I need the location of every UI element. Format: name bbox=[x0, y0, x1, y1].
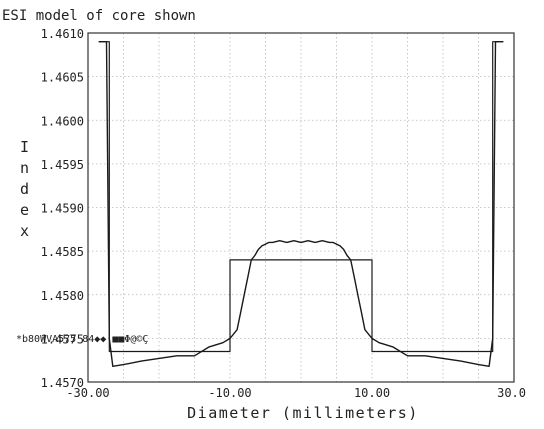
y-tick-labels: 1.4610 1.4605 1.4600 1.4595 1.4590 1.4585 1.45… bbox=[41, 27, 84, 390]
x-tick-label: -30.00 bbox=[66, 386, 109, 400]
grid bbox=[88, 33, 514, 382]
chart-title: ESI model of core shown bbox=[2, 8, 196, 24]
y-tick-label: 1.4595 bbox=[41, 158, 84, 172]
series-measured-profile bbox=[98, 41, 504, 367]
y-tick-label: 1.4580 bbox=[41, 289, 84, 303]
y-tick-label: 1.4600 bbox=[41, 114, 84, 128]
y-tick-label: 1.4570 bbox=[41, 376, 84, 390]
y-tick-label: 1.4610 bbox=[41, 27, 84, 41]
x-tick-labels: -30.00 -10.00 10.00 30.0 bbox=[66, 386, 526, 400]
y-tick-label: 1.4575 bbox=[41, 332, 84, 346]
plot-frame bbox=[87, 32, 515, 383]
chart-annotation: *b80WVA575 84◆◆ ■■Φ@©Ç bbox=[16, 334, 148, 345]
x-tick-label: 30.0 bbox=[497, 386, 526, 400]
x-tick-label: -10.00 bbox=[208, 386, 251, 400]
series-layer bbox=[98, 41, 504, 367]
x-axis-label: Diameter (millimeters) bbox=[187, 404, 419, 422]
y-tick-label: 1.4605 bbox=[41, 71, 84, 85]
y-tick-label: 1.4590 bbox=[41, 202, 84, 216]
y-tick-label: 1.4585 bbox=[41, 245, 84, 259]
x-tick-label: 10.00 bbox=[354, 386, 390, 400]
